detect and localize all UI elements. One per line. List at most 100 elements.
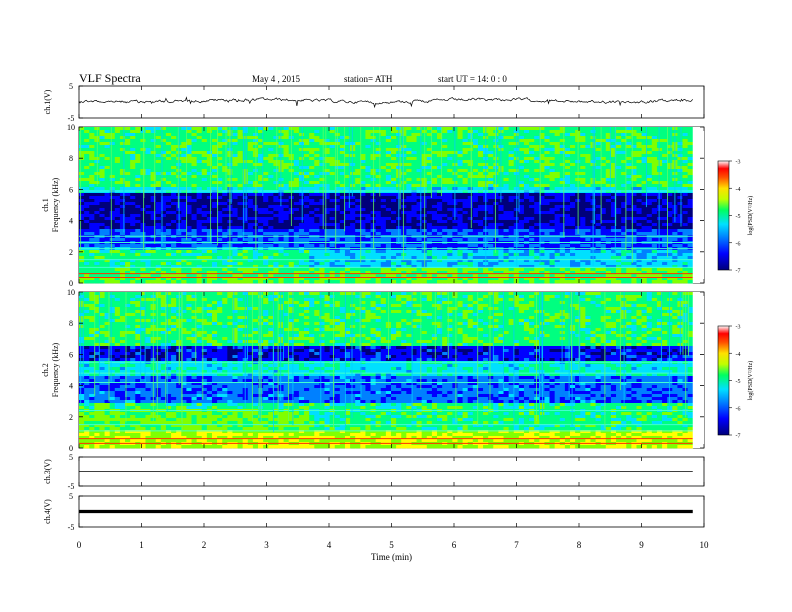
- spectrogram-cell: [477, 193, 484, 197]
- spectrogram-cell: [600, 181, 607, 185]
- spectrogram-cell: [641, 181, 648, 185]
- spectrogram-cell: [165, 166, 172, 170]
- spectrogram-cell: [150, 220, 157, 224]
- spectrogram-cell: [667, 133, 673, 137]
- spectrogram-cell: [554, 211, 561, 215]
- spectrogram-cell: [304, 127, 310, 131]
- spectrogram-cell: [462, 145, 469, 149]
- spectrogram-cell: [114, 187, 121, 191]
- spectrogram-cell: [89, 229, 95, 233]
- spectrogram-cell: [600, 196, 607, 200]
- spectrogram-cell: [544, 151, 550, 155]
- spectrogram-cell: [477, 133, 484, 137]
- spectrogram-cell: [656, 238, 663, 242]
- spectrogram-cell: [534, 163, 540, 167]
- spectrogram-cell: [426, 205, 433, 209]
- spectrogram-cell: [119, 154, 126, 158]
- spectrogram-cell: [79, 226, 85, 230]
- spectrogram-cell: [350, 178, 356, 182]
- spectrogram-cell: [201, 229, 208, 233]
- spectrogram-cell: [621, 205, 627, 209]
- spectrogram-cell: [656, 220, 663, 224]
- spectrogram-cell: [682, 175, 689, 179]
- spectrogram-cell: [549, 175, 556, 179]
- spectrogram-cell: [544, 127, 550, 131]
- spectrogram-cell: [150, 184, 157, 188]
- spectrogram-cell: [437, 202, 443, 206]
- spectrogram-cell: [206, 193, 213, 197]
- spectrogram-cell: [344, 130, 351, 134]
- spectrogram-cell: [570, 172, 576, 176]
- spectrogram-cell: [160, 166, 167, 170]
- spectrogram-cell: [329, 190, 336, 194]
- spectrogram-cell: [319, 178, 325, 182]
- spectrogram-cell: [426, 136, 433, 140]
- spectrogram-cell: [135, 154, 141, 158]
- spectrogram-cell: [416, 163, 423, 167]
- spectrogram-cell: [278, 205, 284, 209]
- spectrogram-cell: [523, 196, 530, 200]
- spectrogram-cell: [237, 244, 244, 248]
- spectrogram-cell: [206, 148, 213, 152]
- spectrogram-cell: [140, 214, 146, 218]
- spectrogram-cell: [263, 193, 269, 197]
- spectrogram-cell: [518, 151, 525, 155]
- spectrogram-cell: [84, 244, 90, 248]
- spectrogram-cell: [442, 148, 448, 152]
- spectrogram-cell: [564, 178, 571, 182]
- spectrogram-cell: [523, 214, 530, 218]
- spectrogram-cell: [488, 136, 494, 140]
- spectrogram-cell: [431, 157, 438, 161]
- spectrogram-cell: [268, 151, 274, 155]
- spectrogram-cell: [125, 214, 131, 218]
- spectrogram-cell: [631, 145, 637, 149]
- spectrogram-cell: [355, 172, 361, 176]
- spectrogram-cell: [534, 223, 540, 227]
- spectrogram-cell: [534, 202, 540, 206]
- spectrogram-cell: [437, 229, 443, 233]
- spectrogram-cell: [89, 178, 95, 182]
- spectrogram-cell: [570, 208, 576, 212]
- spectrogram-cell: [329, 142, 336, 146]
- spectrogram-cell: [211, 163, 218, 167]
- spectrogram-cell: [319, 238, 325, 242]
- spectrogram-cell: [232, 136, 238, 140]
- spectrogram-cell: [687, 136, 694, 140]
- spectrogram-cell: [268, 139, 274, 143]
- spectrogram-cell: [206, 223, 213, 227]
- spectrogram-cell: [534, 205, 540, 209]
- y-axis-label: ch.1(V): [43, 89, 52, 114]
- spectrogram-cell: [580, 220, 586, 224]
- spectrogram-cell: [232, 211, 238, 215]
- spectrogram-cell: [447, 190, 453, 194]
- spectrogram-cell: [636, 217, 642, 221]
- spectrogram-cell: [534, 160, 540, 164]
- spectrogram-cell: [109, 220, 116, 224]
- spectrogram-cell: [529, 226, 535, 230]
- spectrogram-cell: [580, 148, 586, 152]
- spectrogram-cell: [263, 151, 269, 155]
- spectrogram-cell: [508, 172, 515, 176]
- spectrogram-cell: [329, 133, 336, 137]
- spectrogram-cell: [181, 127, 187, 131]
- spectrogram-cell: [431, 220, 438, 224]
- spectrogram-cell: [549, 145, 556, 149]
- spectrogram-cell: [431, 133, 438, 137]
- spectrogram-cell: [488, 151, 494, 155]
- spectrogram-cell: [662, 217, 668, 221]
- spectrogram-cell: [554, 154, 561, 158]
- spectrogram-cell: [411, 133, 417, 137]
- spectrogram-cell: [462, 187, 469, 191]
- spectrogram-cell: [610, 169, 617, 173]
- spectrogram-cell: [360, 232, 366, 236]
- spectrogram-cell: [258, 196, 264, 200]
- spectrogram-cell: [457, 130, 463, 134]
- spectrogram-cell: [283, 145, 290, 149]
- spectrogram-cell: [237, 229, 244, 233]
- spectrogram-cell: [585, 136, 591, 140]
- spectrogram-cell: [467, 166, 474, 170]
- spectrogram-cell: [304, 187, 310, 191]
- spectrogram-cell: [181, 205, 187, 209]
- spectrogram-cell: [570, 163, 576, 167]
- spectrogram-cell: [232, 244, 238, 248]
